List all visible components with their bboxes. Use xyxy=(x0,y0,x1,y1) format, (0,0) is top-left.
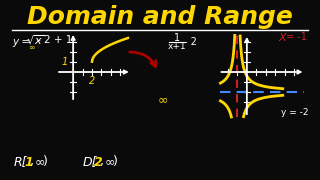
Text: ,: , xyxy=(30,156,34,168)
Text: 1: 1 xyxy=(61,57,68,67)
Text: Domain and Range: Domain and Range xyxy=(27,5,293,29)
Text: 2: 2 xyxy=(94,156,103,168)
Text: x+1: x+1 xyxy=(168,42,186,51)
Text: - 2 + 1: - 2 + 1 xyxy=(37,35,73,45)
Text: - 2: - 2 xyxy=(184,37,197,47)
Text: 1: 1 xyxy=(174,33,180,43)
Text: D[: D[ xyxy=(83,156,97,168)
Text: 1: 1 xyxy=(24,156,33,168)
Text: ): ) xyxy=(113,156,118,168)
Text: 2: 2 xyxy=(89,76,95,86)
Text: $\sqrt{x}$: $\sqrt{x}$ xyxy=(26,33,44,47)
Text: $\infty$: $\infty$ xyxy=(35,156,45,168)
Text: $X$: $X$ xyxy=(277,31,288,43)
Text: y = -2: y = -2 xyxy=(281,107,309,116)
Text: y =: y = xyxy=(12,37,30,47)
Text: = -1: = -1 xyxy=(285,32,306,42)
Text: $\infty$: $\infty$ xyxy=(28,42,36,51)
Text: R[: R[ xyxy=(14,156,27,168)
Text: $\infty$: $\infty$ xyxy=(104,156,116,168)
Text: ,: , xyxy=(100,156,104,168)
Text: $\infty$: $\infty$ xyxy=(157,93,168,107)
Text: ): ) xyxy=(43,156,48,168)
